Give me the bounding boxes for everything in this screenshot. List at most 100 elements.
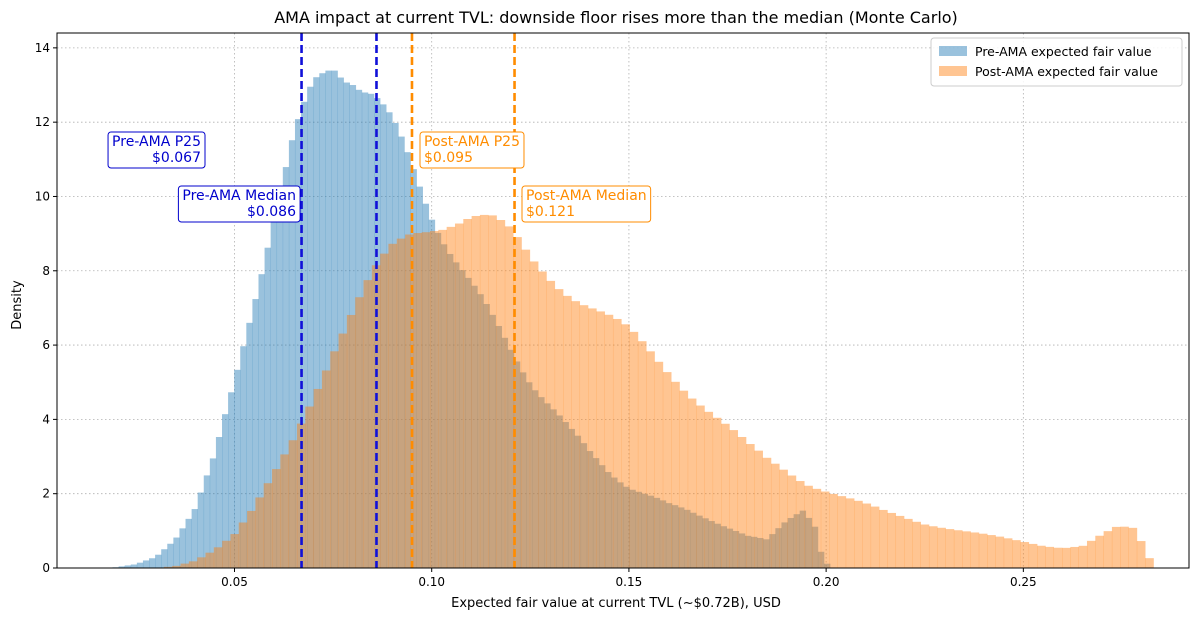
histogram-bar: [754, 450, 763, 568]
annotation-value: $0.121: [526, 204, 575, 220]
histogram-bar: [454, 223, 464, 568]
annotation-frame: [419, 131, 525, 169]
histogram-bar: [641, 493, 648, 568]
series-pre-ama: [100, 70, 831, 569]
histogram-bar: [179, 528, 186, 568]
histogram-bar: [416, 186, 423, 568]
histogram-bar: [574, 435, 582, 568]
histogram-bar: [820, 491, 830, 568]
histogram-bar: [829, 493, 838, 568]
histogram-bar: [247, 510, 256, 568]
legend-entry: Pre-AMA expected fair value: [975, 44, 1152, 59]
histogram-bar: [234, 369, 241, 568]
histogram-bar: [720, 526, 728, 568]
plot-frame: [56, 32, 1190, 569]
legend-frame: [930, 37, 1183, 87]
histogram-bar: [371, 265, 381, 568]
histogram-bar: [1120, 526, 1129, 568]
histogram-bar: [428, 219, 436, 569]
histogram-bar: [305, 406, 314, 568]
histogram-bar: [687, 398, 697, 568]
annotation-box: Post-AMA Median$0.121: [521, 185, 652, 223]
histogram-bar: [288, 140, 296, 568]
histogram-bar: [272, 469, 281, 568]
histogram-bar: [380, 253, 389, 569]
histogram-bar: [430, 231, 439, 569]
annotation-box: Pre-AMA P25$0.067: [107, 131, 206, 169]
histogram-bar: [349, 85, 357, 568]
histogram-bar: [321, 370, 331, 568]
histogram-bar: [787, 475, 797, 568]
x-tick-label: 0.15: [616, 575, 643, 589]
histogram-bar: [1128, 527, 1138, 568]
histogram-bar: [203, 475, 211, 568]
histogram-bar: [1053, 547, 1063, 568]
histogram-bar: [421, 232, 431, 568]
histogram-bar: [477, 294, 484, 568]
histogram-bar: [222, 414, 229, 568]
histogram-bar: [338, 333, 348, 568]
histogram-bar: [744, 535, 752, 568]
histogram-bar: [1086, 540, 1096, 568]
annotation-label: Pre-AMA Median: [182, 188, 296, 204]
histogram-bar: [604, 314, 614, 568]
histogram-bar: [708, 521, 715, 568]
histogram-bar: [438, 229, 447, 568]
histogram-bar: [546, 280, 556, 568]
histogram-bar: [646, 351, 655, 568]
histogram-bar: [647, 495, 655, 568]
histogram-bar: [862, 503, 872, 568]
histogram-bar: [163, 566, 173, 568]
histogram-bar: [962, 531, 971, 568]
histogram-bar: [258, 274, 265, 568]
histogram-bar: [665, 503, 673, 568]
histogram-bar: [1062, 547, 1071, 568]
histogram-bar: [355, 297, 364, 568]
annotation-box: Post-AMA P25$0.095: [419, 131, 525, 169]
histogram-bar: [519, 372, 527, 568]
histogram-bar: [319, 73, 326, 568]
histogram-bar: [380, 104, 387, 568]
histogram-bar: [252, 299, 259, 568]
histogram-bar: [331, 70, 338, 569]
histogram-bar: [529, 261, 539, 568]
histogram-bar: [205, 552, 215, 568]
histogram-bar: [361, 92, 369, 569]
histogram-bar: [671, 381, 680, 568]
histogram-bar: [599, 465, 606, 568]
annotation-box: Pre-AMA Median$0.086: [177, 185, 301, 223]
x-axis-label: Expected fair value at current TVL (~$0.…: [451, 596, 781, 611]
histogram-bar: [928, 526, 938, 568]
histogram-bar: [770, 463, 780, 568]
histogram-bar: [495, 325, 503, 568]
histogram-bar: [678, 507, 685, 568]
histogram-bar: [124, 565, 132, 568]
histogram-bar: [702, 518, 709, 568]
histogram-bar: [912, 521, 921, 568]
annotation-label: Pre-AMA P25: [112, 134, 201, 150]
histogram-bar: [197, 492, 205, 568]
histogram-bar: [149, 558, 156, 568]
histogram-bar: [580, 443, 588, 568]
histogram-bar: [592, 458, 600, 568]
histogram-bar: [496, 220, 506, 568]
histogram-bar: [404, 152, 411, 568]
histogram-bar: [690, 512, 697, 568]
histogram-bar: [987, 535, 996, 568]
histogram-bar: [346, 314, 356, 568]
histogram-bar: [662, 372, 672, 568]
histogram-bar: [388, 243, 398, 568]
histogram-bar: [398, 136, 405, 568]
histogram-bar: [526, 382, 533, 568]
histogram-bar: [228, 392, 235, 568]
histogram-bar: [550, 409, 557, 568]
histogram-bar: [629, 331, 639, 568]
y-tick-label: 10: [35, 189, 50, 203]
histogram-bar: [1111, 526, 1121, 568]
y-tick-label: 4: [42, 412, 50, 426]
histogram-bar: [612, 318, 622, 568]
y-axis-label: Density: [10, 280, 25, 330]
histogram-bar: [714, 523, 721, 568]
histogram-bar: [294, 119, 302, 569]
